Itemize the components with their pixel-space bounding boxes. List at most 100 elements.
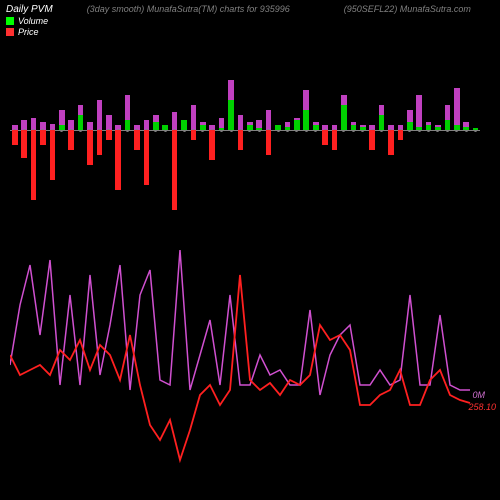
bar-group	[161, 40, 170, 220]
price-bar	[454, 88, 460, 130]
volume-bar	[68, 130, 74, 150]
bar-group	[57, 40, 66, 220]
volume-bar	[106, 130, 112, 140]
volume-bar	[351, 125, 357, 130]
bar-group	[10, 40, 19, 220]
bar-group	[414, 40, 423, 220]
bar-group	[208, 40, 217, 220]
volume-end-label: 0M	[472, 390, 485, 400]
volume-bar	[341, 105, 347, 130]
bar-group	[433, 40, 442, 220]
price-bar	[172, 112, 178, 130]
price-bar	[238, 115, 244, 130]
volume-bar	[435, 127, 441, 130]
bar-group	[123, 40, 132, 220]
bar-group	[85, 40, 94, 220]
price-bar	[191, 105, 197, 130]
volume-bar	[153, 122, 159, 130]
volume-bar	[388, 130, 394, 155]
volume-bar	[181, 120, 187, 130]
volume-bar	[162, 125, 168, 130]
volume-bar	[360, 127, 366, 130]
bar-group	[255, 40, 264, 220]
bar-group	[386, 40, 395, 220]
bar-group	[330, 40, 339, 220]
volume-bar	[332, 130, 338, 150]
bar-group	[217, 40, 226, 220]
volume-bar	[256, 128, 262, 130]
legend-row-price: Price	[6, 27, 48, 37]
volume-bar	[294, 120, 300, 130]
bar-group	[198, 40, 207, 220]
bar-group	[226, 40, 235, 220]
volume-bar	[285, 127, 291, 130]
volume-bar	[473, 128, 479, 130]
subtitle: (3day smooth) MunafaSutra(TM) charts for…	[87, 4, 290, 14]
ticker: (950SEFL22) MunafaSutra.com	[344, 4, 471, 14]
legend-swatch-price	[6, 28, 14, 36]
line-svg	[10, 235, 480, 475]
bar-group	[113, 40, 122, 220]
volume-bar	[50, 130, 56, 180]
volume-bar	[59, 125, 65, 130]
volume-bar	[219, 128, 225, 130]
volume-bar	[416, 127, 422, 130]
bar-group	[405, 40, 414, 220]
bar-group	[170, 40, 179, 220]
bar-group	[462, 40, 471, 220]
bar-group	[264, 40, 273, 220]
price-bar	[416, 95, 422, 130]
bar-group	[29, 40, 38, 220]
volume-bar	[275, 125, 281, 130]
volume-bar	[313, 125, 319, 130]
volume-bar	[238, 130, 244, 150]
price-end-label: 258.10	[468, 402, 496, 412]
bar-group	[283, 40, 292, 220]
bar-group	[443, 40, 452, 220]
bar-group	[377, 40, 386, 220]
bar-group	[367, 40, 376, 220]
volume-bar	[12, 130, 18, 145]
volume-bar	[200, 125, 206, 130]
volume-bar	[172, 130, 178, 210]
legend-swatch-volume	[6, 17, 14, 25]
price-bar	[266, 110, 272, 130]
volume-bar	[97, 130, 103, 155]
bar-group	[236, 40, 245, 220]
bars-container	[10, 40, 480, 220]
bar-group	[95, 40, 104, 220]
volume-bar	[228, 100, 234, 130]
bar-group	[358, 40, 367, 220]
legend: Volume Price	[6, 16, 48, 37]
volume-bar	[454, 125, 460, 130]
volume-bar	[426, 125, 432, 130]
volume-bar	[144, 130, 150, 185]
volume-bar	[191, 130, 197, 140]
volume-bar	[134, 130, 140, 150]
chart-header: Daily PVM (3day smooth) MunafaSutra(TM) …	[0, 0, 500, 19]
bar-group	[292, 40, 301, 220]
volume-bar	[266, 130, 272, 155]
volume-bar	[87, 130, 93, 165]
volume-bar	[398, 130, 404, 140]
bar-group	[471, 40, 480, 220]
bar-group	[245, 40, 254, 220]
volume-bar	[21, 130, 27, 158]
price-bar	[97, 100, 103, 130]
bar-group	[339, 40, 348, 220]
bar-group	[142, 40, 151, 220]
bar-group	[311, 40, 320, 220]
bar-group	[66, 40, 75, 220]
volume-bar	[379, 115, 385, 130]
volume-bar	[463, 127, 469, 130]
legend-label-price: Price	[18, 27, 39, 37]
bar-group	[179, 40, 188, 220]
volume-bar	[115, 130, 121, 190]
bar-group	[48, 40, 57, 220]
volume-bar	[125, 120, 131, 130]
bar-group	[104, 40, 113, 220]
volume-bar	[209, 130, 215, 160]
bar-group	[189, 40, 198, 220]
volume-bar	[303, 110, 309, 130]
bar-group	[424, 40, 433, 220]
